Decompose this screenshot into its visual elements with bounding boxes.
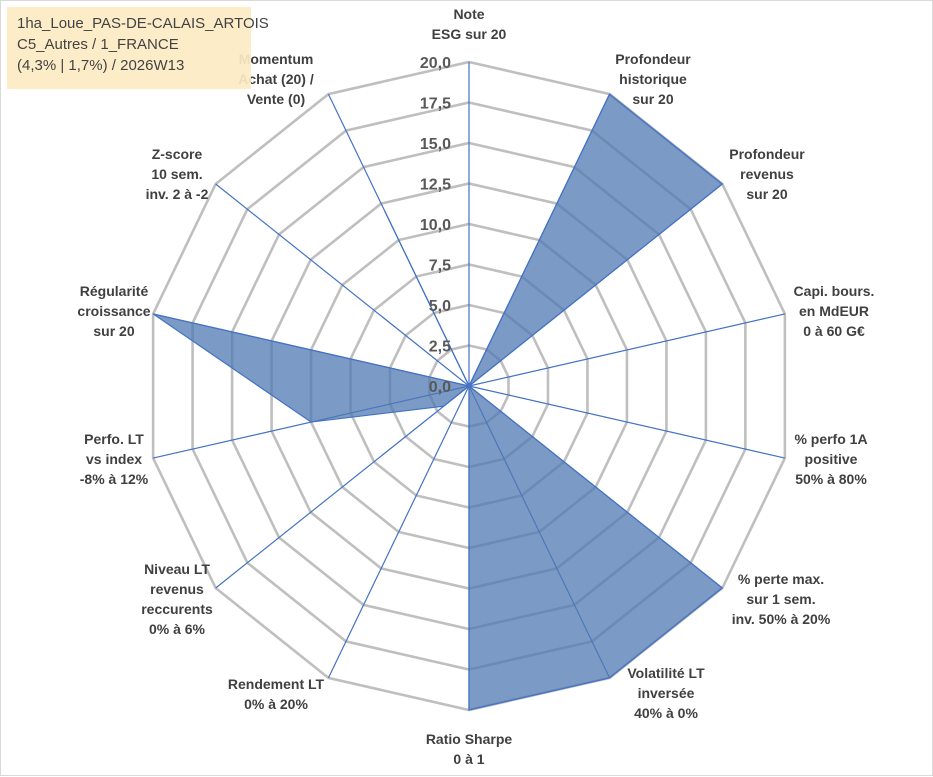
tick-label-5: 12,5: [420, 177, 451, 194]
axis-label-5: % perte max.sur 1 sem.inv. 50% à 20%: [732, 571, 831, 627]
info-line-2: C5_Autres / 1_FRANCE: [17, 34, 251, 55]
info-line-1: 1ha_Loue_PAS-DE-CALAIS_ARTOIS: [17, 13, 251, 34]
tick-label-7: 17,5: [420, 96, 451, 113]
tick-label-8: 20,0: [420, 55, 451, 72]
tick-label-0: 0,0: [429, 379, 451, 396]
tick-label-3: 7,5: [429, 258, 451, 275]
tick-label-6: 15,0: [420, 136, 451, 153]
tick-label-4: 10,0: [420, 217, 451, 234]
info-line-3: (4,3% | 1,7%) / 2026W13: [17, 55, 251, 76]
spoke-8: [328, 386, 469, 678]
tick-label-2: 5,0: [429, 298, 451, 315]
info-box: 1ha_Loue_PAS-DE-CALAIS_ARTOIS C5_Autres …: [7, 7, 251, 89]
radial-tick-labels: 0,0 2,5 5,0 7,5 10,0 12,5 15,0 17,5 20,0: [420, 55, 451, 396]
tick-label-1: 2,5: [429, 339, 451, 356]
